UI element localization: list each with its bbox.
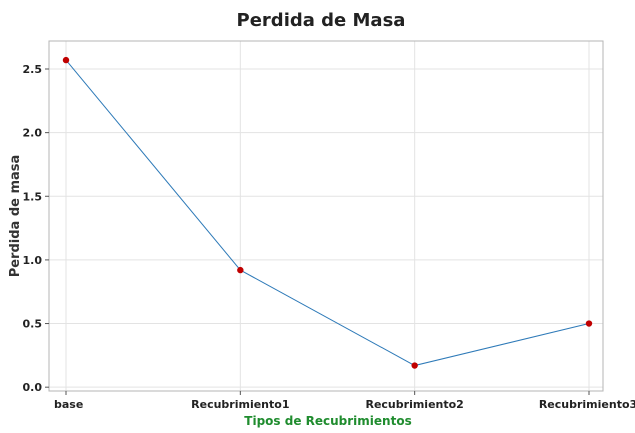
x-tick-label: Recubrimiento2 <box>365 398 463 411</box>
data-point <box>62 56 70 64</box>
chart-title: Perdida de Masa <box>237 10 406 31</box>
x-tick-label: base <box>54 398 83 411</box>
y-axis-label: Perdida de masa <box>8 155 23 278</box>
x-tick-label: Recubrimiento3 <box>539 398 635 411</box>
data-point <box>411 362 418 369</box>
axes: 0.0 0.5 1.0 1.5 2.0 2.5 base Recubrimiento1 Recu… <box>23 63 635 411</box>
data-point <box>237 266 244 274</box>
y-tick-label: 1.5 <box>23 190 43 203</box>
x-axis-label: Tipos de Recubrimientos <box>244 414 411 428</box>
gridlines <box>49 41 603 391</box>
series-layer <box>62 56 593 369</box>
y-tick-label: 0.5 <box>23 318 43 331</box>
data-point <box>585 320 593 327</box>
y-tick-label: 1.0 <box>23 254 43 267</box>
y-tick-label: 0.0 <box>23 381 43 394</box>
x-tick-label: Recubrimiento1 <box>191 398 289 411</box>
y-tick-label: 2.5 <box>23 63 43 76</box>
y-tick-label: 2.0 <box>23 127 43 140</box>
plot-frame <box>48 40 604 392</box>
series-line <box>65 59 590 367</box>
